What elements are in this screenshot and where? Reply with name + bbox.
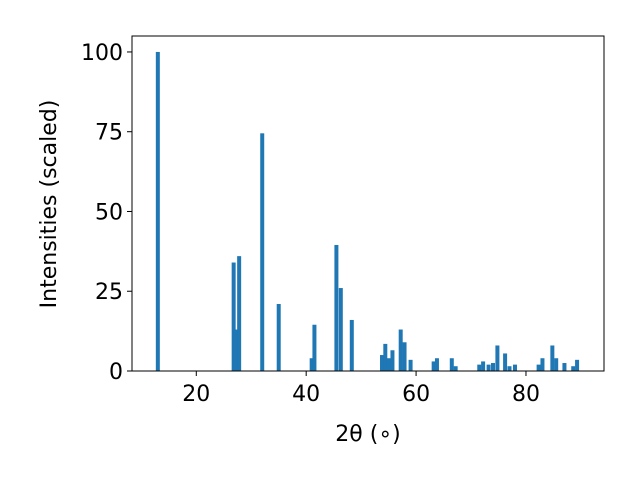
bar [231, 262, 236, 371]
y-tick-label: 25 [95, 280, 123, 305]
bar [507, 366, 512, 371]
bar [453, 366, 458, 371]
y-tick-label: 0 [109, 360, 123, 385]
x-tick-label: 40 [292, 382, 320, 407]
bar [554, 358, 559, 371]
bar [398, 329, 403, 371]
plot-frame [131, 35, 605, 372]
bar [491, 363, 496, 371]
y-axis-label: Intensities (scaled) [37, 100, 62, 309]
x-axis-label: 2θ (∘) [335, 422, 400, 447]
bar [434, 358, 439, 371]
bar [390, 350, 395, 371]
bar [449, 358, 454, 371]
bar [477, 364, 482, 371]
bar [380, 355, 385, 371]
bar [431, 361, 436, 371]
y-tick-label: 100 [81, 41, 123, 66]
bar [481, 361, 486, 371]
bar [383, 343, 388, 371]
bar [402, 342, 407, 371]
bar [233, 329, 238, 371]
bar [349, 319, 354, 371]
y-tick-label: 50 [95, 200, 123, 225]
bar [312, 324, 317, 371]
bar [334, 244, 339, 371]
bar [571, 366, 576, 371]
bar [338, 288, 343, 371]
y-tick-label: 75 [95, 121, 123, 146]
bar [276, 304, 281, 371]
bar [408, 359, 413, 371]
bar [486, 364, 491, 371]
bar [386, 358, 391, 371]
bar [309, 358, 314, 371]
bar [512, 364, 517, 371]
bar [575, 359, 580, 371]
bar [540, 358, 545, 371]
bar [536, 364, 541, 371]
bar [495, 345, 500, 371]
x-tick-label: 80 [512, 382, 540, 407]
x-tick-label: 20 [182, 382, 210, 407]
bar [155, 51, 160, 371]
bar [550, 345, 555, 371]
bar [260, 133, 265, 371]
bar [237, 256, 242, 371]
bar [562, 363, 567, 371]
x-tick-label: 60 [402, 382, 430, 407]
bar [503, 353, 508, 371]
